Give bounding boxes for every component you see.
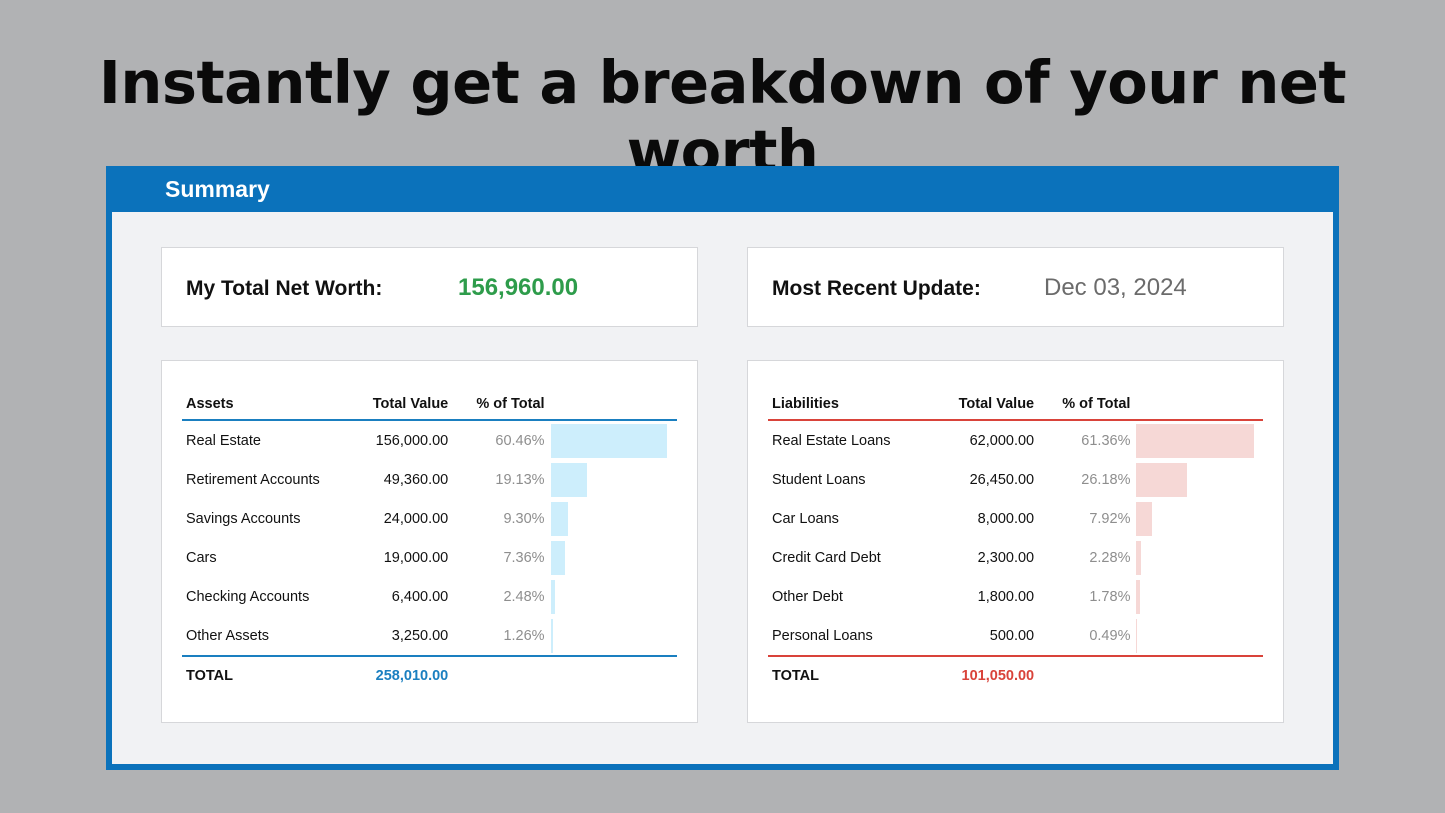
assets-total-label: TOTAL [182,655,353,695]
table-row: Real Estate Loans 62,000.00 61.36% [768,420,1263,460]
asset-name: Retirement Accounts [186,471,320,488]
assets-header-value: Total Value [352,389,449,421]
assets-card: Assets Total Value % of Total Real Estat… [161,360,698,723]
asset-value: 3,250.00 [391,627,449,644]
liabilities-header-value: Total Value [938,389,1035,421]
asset-share-bar [550,579,556,614]
recent-update-value: Dec 03, 2024 [1044,274,1187,301]
liabilities-table: Liabilities Total Value % of Total Real … [768,389,1263,695]
table-row: Personal Loans 500.00 0.49% [768,616,1263,656]
liability-name: Student Loans [772,471,866,488]
table-row: Cars 19,000.00 7.36% [182,538,677,577]
liabilities-card: Liabilities Total Value % of Total Real … [747,360,1284,723]
panel-title: Summary [165,176,270,202]
asset-pct: 7.36% [503,549,545,566]
asset-pct: 2.48% [503,588,545,605]
asset-value: 19,000.00 [383,549,449,566]
asset-value: 6,400.00 [391,588,449,605]
table-row: Retirement Accounts 49,360.00 19.13% [182,460,677,499]
assets-total-row: TOTAL 258,010.00 [182,655,677,695]
liability-value: 500.00 [989,627,1035,644]
asset-share-bar [550,462,588,497]
asset-name: Other Assets [186,627,270,644]
table-row: Real Estate 156,000.00 60.46% [182,420,677,460]
liability-pct: 61.36% [1081,432,1131,449]
asset-share-bar [550,423,667,458]
asset-value: 156,000.00 [375,432,449,449]
table-row: Other Assets 3,250.00 1.26% [182,616,677,656]
asset-share-bar [550,540,565,575]
table-row: Savings Accounts 24,000.00 9.30% [182,499,677,538]
assets-total-value: 258,010.00 [352,655,449,695]
table-row: Car Loans 8,000.00 7.92% [768,499,1263,538]
liability-share-bar [1136,618,1138,653]
liability-name: Credit Card Debt [772,549,881,566]
liabilities-header-bar [1130,389,1263,421]
recent-update-card: Most Recent Update: Dec 03, 2024 [747,247,1284,327]
liabilities-total-value: 101,050.00 [938,655,1035,695]
summary-content: My Total Net Worth: 156,960.00 Most Rece… [112,212,1333,764]
liabilities-header-pct: % of Total [1034,389,1131,421]
assets-header-name: Assets [182,389,353,421]
net-worth-label: My Total Net Worth: [186,277,383,300]
asset-value: 49,360.00 [383,471,449,488]
asset-pct: 60.46% [495,432,545,449]
headline: Instantly get a breakdown of your net wo… [98,48,1347,186]
asset-pct: 9.30% [503,510,545,527]
liability-value: 2,300.00 [977,549,1035,566]
asset-name: Checking Accounts [186,588,310,605]
asset-share-bar [550,618,553,653]
liability-pct: 26.18% [1081,471,1131,488]
liability-value: 1,800.00 [977,588,1035,605]
asset-name: Real Estate [186,432,261,449]
table-row: Checking Accounts 6,400.00 2.48% [182,577,677,616]
asset-name: Cars [186,549,217,566]
liability-value: 8,000.00 [977,510,1035,527]
liability-value: 62,000.00 [969,432,1035,449]
net-worth-card: My Total Net Worth: 156,960.00 [161,247,698,327]
net-worth-value: 156,960.00 [458,274,579,301]
assets-table: Assets Total Value % of Total Real Estat… [182,389,677,695]
liability-share-bar [1136,579,1140,614]
liability-pct: 2.28% [1089,549,1131,566]
liability-pct: 7.92% [1089,510,1131,527]
asset-value: 24,000.00 [383,510,449,527]
liability-name: Other Debt [772,588,843,605]
assets-header-bar [544,389,677,421]
liability-share-bar [1136,423,1255,458]
table-row: Credit Card Debt 2,300.00 2.28% [768,538,1263,577]
liabilities-total-row: TOTAL 101,050.00 [768,655,1263,695]
asset-name: Savings Accounts [186,510,301,527]
liability-name: Car Loans [772,510,839,527]
asset-pct: 1.26% [503,627,545,644]
liability-share-bar [1136,462,1187,497]
liability-share-bar [1136,540,1141,575]
liability-name: Personal Loans [772,627,873,644]
summary-panel: Summary My Total Net Worth: 156,960.00 M… [106,166,1339,770]
liabilities-header-name: Liabilities [768,389,939,421]
asset-share-bar [550,501,569,536]
liability-pct: 1.78% [1089,588,1131,605]
assets-header-row: Assets Total Value % of Total [182,389,677,421]
liabilities-header-row: Liabilities Total Value % of Total [768,389,1263,421]
recent-update-label: Most Recent Update: [772,277,981,300]
liability-share-bar [1136,501,1152,536]
table-row: Other Debt 1,800.00 1.78% [768,577,1263,616]
assets-header-pct: % of Total [448,389,545,421]
table-row: Student Loans 26,450.00 26.18% [768,460,1263,499]
liability-name: Real Estate Loans [772,432,891,449]
liability-pct: 0.49% [1089,627,1131,644]
liability-value: 26,450.00 [969,471,1035,488]
asset-pct: 19.13% [495,471,545,488]
liabilities-total-label: TOTAL [768,655,939,695]
